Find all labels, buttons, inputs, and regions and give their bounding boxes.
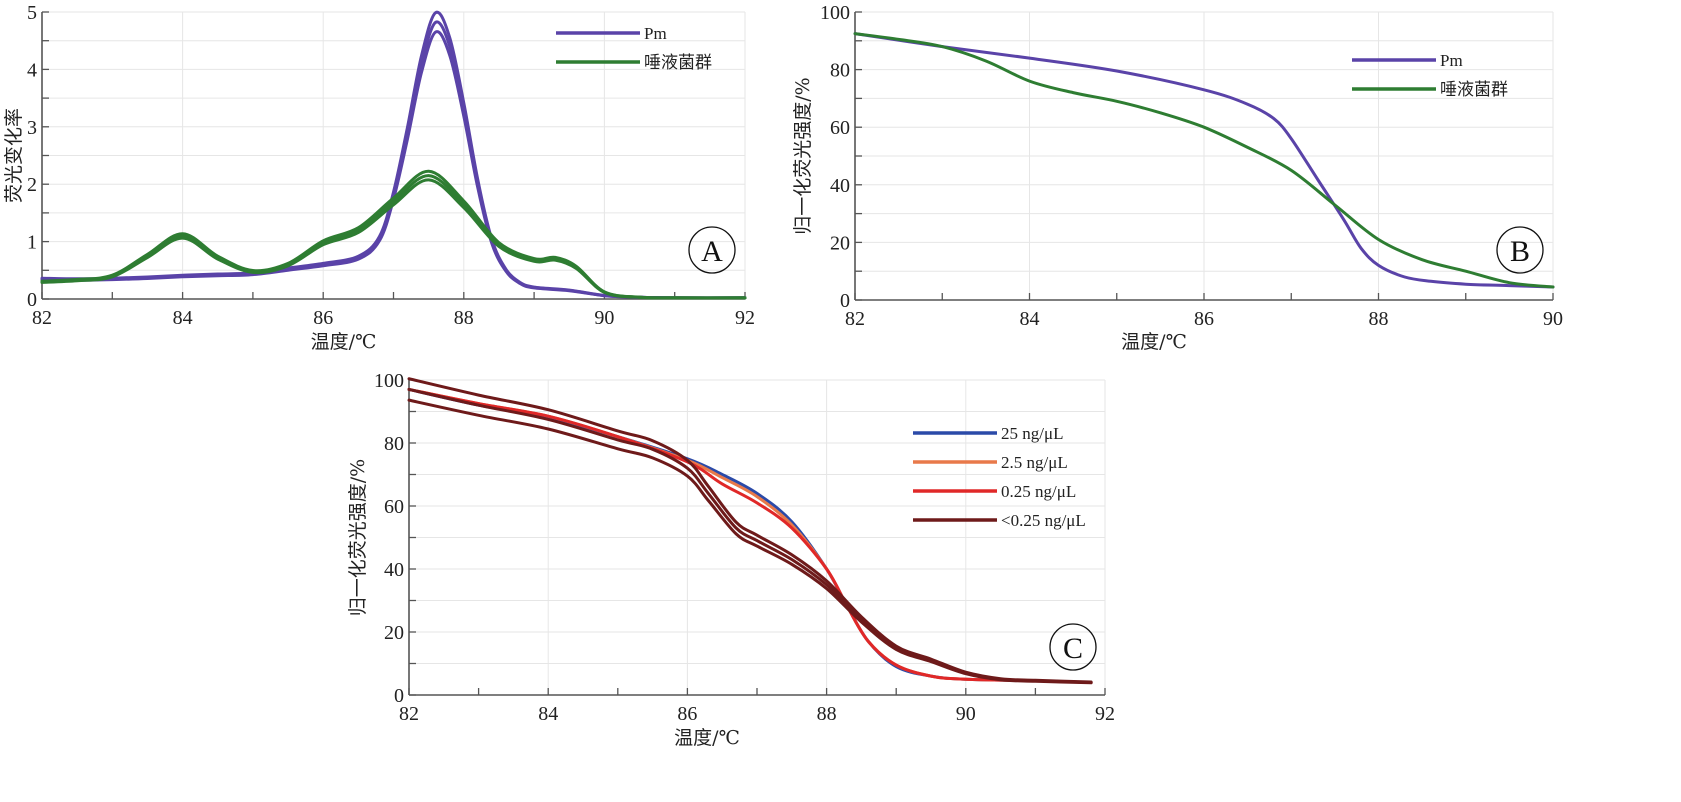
legend-label: 0.25 ng/μL (1001, 482, 1076, 501)
gridlines (409, 379, 1106, 695)
x-tick-label: 84 (538, 703, 558, 725)
y-axis-title: 归一化荧光强度/% (347, 459, 369, 616)
x-tick-label: 84 (1020, 308, 1040, 330)
panel-label-circle (1496, 226, 1544, 274)
y-tick-label: 0 (840, 290, 850, 312)
y-tick-label: 2 (27, 174, 37, 196)
chart-panel-a: 82 84 86 88 90 92 0 1 2 3 4 5 温度/℃ 荧光变化率 Pm 唾液菌群 A (3, 2, 755, 353)
series-line (853, 32, 1555, 289)
y-tick-label: 60 (384, 496, 404, 518)
series-1 (853, 32, 1555, 289)
panel-label: C (1063, 632, 1083, 665)
x-tick-label: 82 (399, 703, 419, 725)
gridlines (42, 11, 746, 299)
x-tick-label: 90 (594, 307, 614, 329)
chart-panel-c: 82 84 86 88 90 92 0 20 40 60 80 100 温度/℃ 归一化荧光强度/% 25 … (347, 370, 1115, 749)
legend-label: 唾液菌群 (1440, 80, 1508, 99)
panel-label-circle (688, 226, 736, 274)
legend: Pm 唾液菌群 (1352, 51, 1508, 99)
x-tick-label: 86 (1194, 308, 1214, 330)
series-line (853, 32, 1555, 289)
panel-label: B (1510, 235, 1530, 268)
y-tick-label: 20 (384, 622, 404, 644)
y-tick-label: 3 (27, 117, 37, 139)
series-line (40, 169, 747, 300)
x-axis-title: 温度/℃ (1121, 331, 1187, 353)
series-line (40, 10, 747, 300)
y-tick-label: 1 (27, 232, 37, 254)
y-tick-label: 100 (374, 370, 404, 392)
legend: Pm 唾液菌群 (556, 24, 712, 72)
x-tick-label: 88 (454, 307, 474, 329)
y-tick-label: 20 (830, 232, 850, 254)
series-0 (853, 32, 1555, 289)
series-3 (407, 377, 1093, 685)
series-0 (40, 10, 747, 300)
x-tick-label: 90 (956, 703, 976, 725)
x-tick-label: 86 (677, 703, 697, 725)
panel-label-circle (1049, 623, 1097, 671)
x-tick-label: 88 (1369, 308, 1389, 330)
x-axis-title: 温度/℃ (674, 727, 740, 749)
x-tick-label: 82 (32, 307, 52, 329)
x-tick-label: 92 (1095, 703, 1115, 725)
legend-label: Pm (1440, 51, 1463, 70)
y-tick-label: 40 (384, 559, 404, 581)
x-axis-title: 温度/℃ (311, 331, 377, 353)
legend: 25 ng/μL 2.5 ng/μL 0.25 ng/μL <0.25 ng/μL (913, 424, 1086, 530)
y-tick-label: 0 (27, 289, 37, 311)
y-tick-label: 60 (830, 117, 850, 139)
y-tick-label: 40 (830, 175, 850, 197)
y-tick-label: 5 (27, 2, 37, 24)
legend-label: Pm (644, 24, 667, 43)
y-tick-label: 100 (820, 2, 850, 24)
y-tick-label: 4 (27, 59, 37, 81)
y-tick-label: 0 (394, 685, 404, 707)
x-tick-label: 82 (845, 308, 865, 330)
x-tick-label: 88 (817, 703, 837, 725)
y-axis-title: 荧光变化率 (3, 108, 25, 203)
x-tick-label: 84 (173, 307, 193, 329)
y-tick-label: 80 (830, 60, 850, 82)
legend-label: 25 ng/μL (1001, 424, 1063, 443)
legend-label: 唾液菌群 (644, 53, 712, 72)
legend-label: 2.5 ng/μL (1001, 453, 1068, 472)
y-tick-label: 80 (384, 433, 404, 455)
series-1 (40, 169, 747, 300)
x-tick-label: 86 (313, 307, 333, 329)
series-line (407, 387, 1093, 684)
x-tick-label: 92 (735, 307, 755, 329)
x-tick-label: 90 (1543, 308, 1563, 330)
series-line (407, 377, 1093, 684)
y-axis-title: 归一化荧光强度/% (792, 77, 814, 234)
chart-panel-b: 82 84 86 88 90 0 20 40 60 80 100 温度/℃ 归一化荧光强度/% Pm 唾液菌… (792, 2, 1563, 353)
legend-label: <0.25 ng/μL (1001, 511, 1086, 530)
panel-label: A (701, 235, 723, 268)
series-2 (407, 387, 1093, 684)
